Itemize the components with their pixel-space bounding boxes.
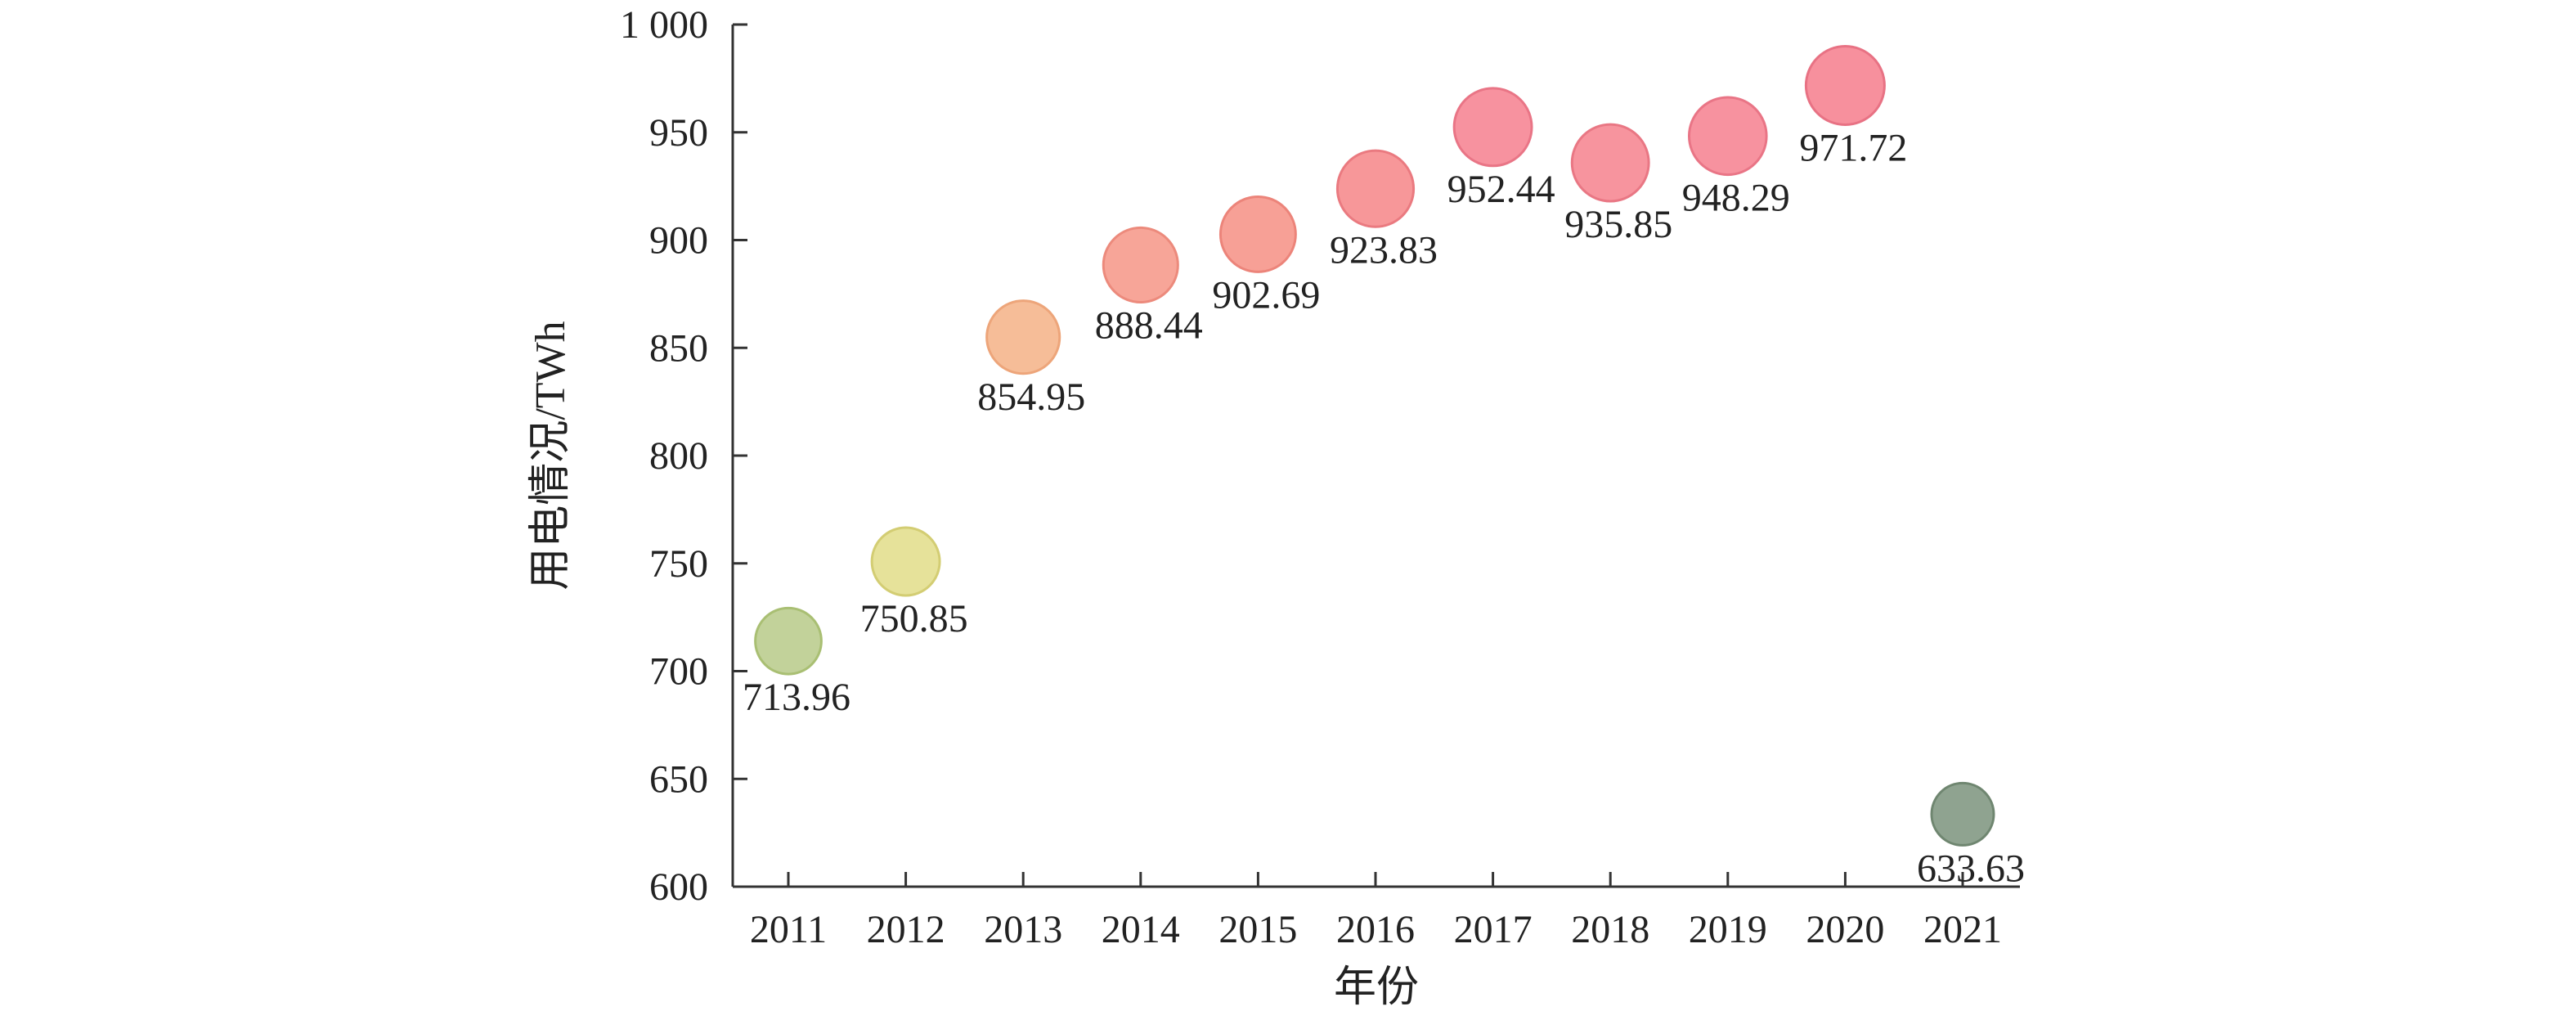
y-tick-label: 700 [649,650,708,694]
bubble-2012 [870,526,941,597]
x-tick-label: 2013 [984,908,1062,951]
y-axis-title: 用电情况/TWh [527,321,574,590]
y-tick-label: 850 [649,326,708,370]
bubble-2013 [985,299,1061,375]
bubble-2014 [1102,226,1179,303]
bubble-2016 [1335,149,1416,228]
bubbles [754,45,1995,847]
data-label-2019: 948.29 [1682,177,1790,220]
bubble-2017 [1452,87,1533,168]
y-tick-label: 1 000 [620,3,708,47]
y-tick-label: 750 [649,542,708,586]
data-label-2017: 952.44 [1447,168,1555,211]
x-tick-label: 2020 [1806,908,1884,951]
axes: 600 650 700 750 800 850 900 950 1 000 2011 2012 201… [620,3,2020,951]
x-tick-label: 2017 [1454,908,1533,951]
y-tick-label: 950 [649,111,708,155]
data-label-2014: 888.44 [1095,303,1203,347]
y-tick-label: 600 [649,865,708,909]
x-tick-label: 2015 [1218,908,1297,951]
x-tick-label: 2018 [1571,908,1649,951]
x-tick-label: 2012 [867,908,945,951]
bubble-2015 [1218,195,1297,273]
y-tick-label: 900 [649,219,708,263]
bubble-2018 [1570,123,1650,203]
data-label-2021: 633.63 [1917,847,2025,890]
y-tick-label: 800 [649,434,708,478]
data-label-2018: 935.85 [1564,203,1672,246]
data-label-2020: 971.72 [1799,127,1907,170]
x-tick-label: 2016 [1336,908,1415,951]
y-tick-label: 650 [649,757,708,801]
data-label-2015: 902.69 [1212,273,1320,317]
x-tick-label: 2021 [1923,908,2002,951]
x-axis-title: 年份 [1334,964,1419,1011]
x-tick-label: 2019 [1689,908,1767,951]
bubble-2019 [1687,96,1768,177]
data-label-2016: 923.83 [1330,228,1438,272]
bubble-2020 [1804,45,1886,127]
x-tick-label: 2011 [750,908,827,951]
data-label-2011: 713.96 [743,676,850,719]
data-label-2012: 750.85 [860,597,968,640]
data-label-2013: 854.95 [977,375,1085,419]
bubble-2021 [1930,781,1995,847]
bubble-2011 [754,606,823,676]
x-tick-label: 2014 [1102,908,1180,951]
